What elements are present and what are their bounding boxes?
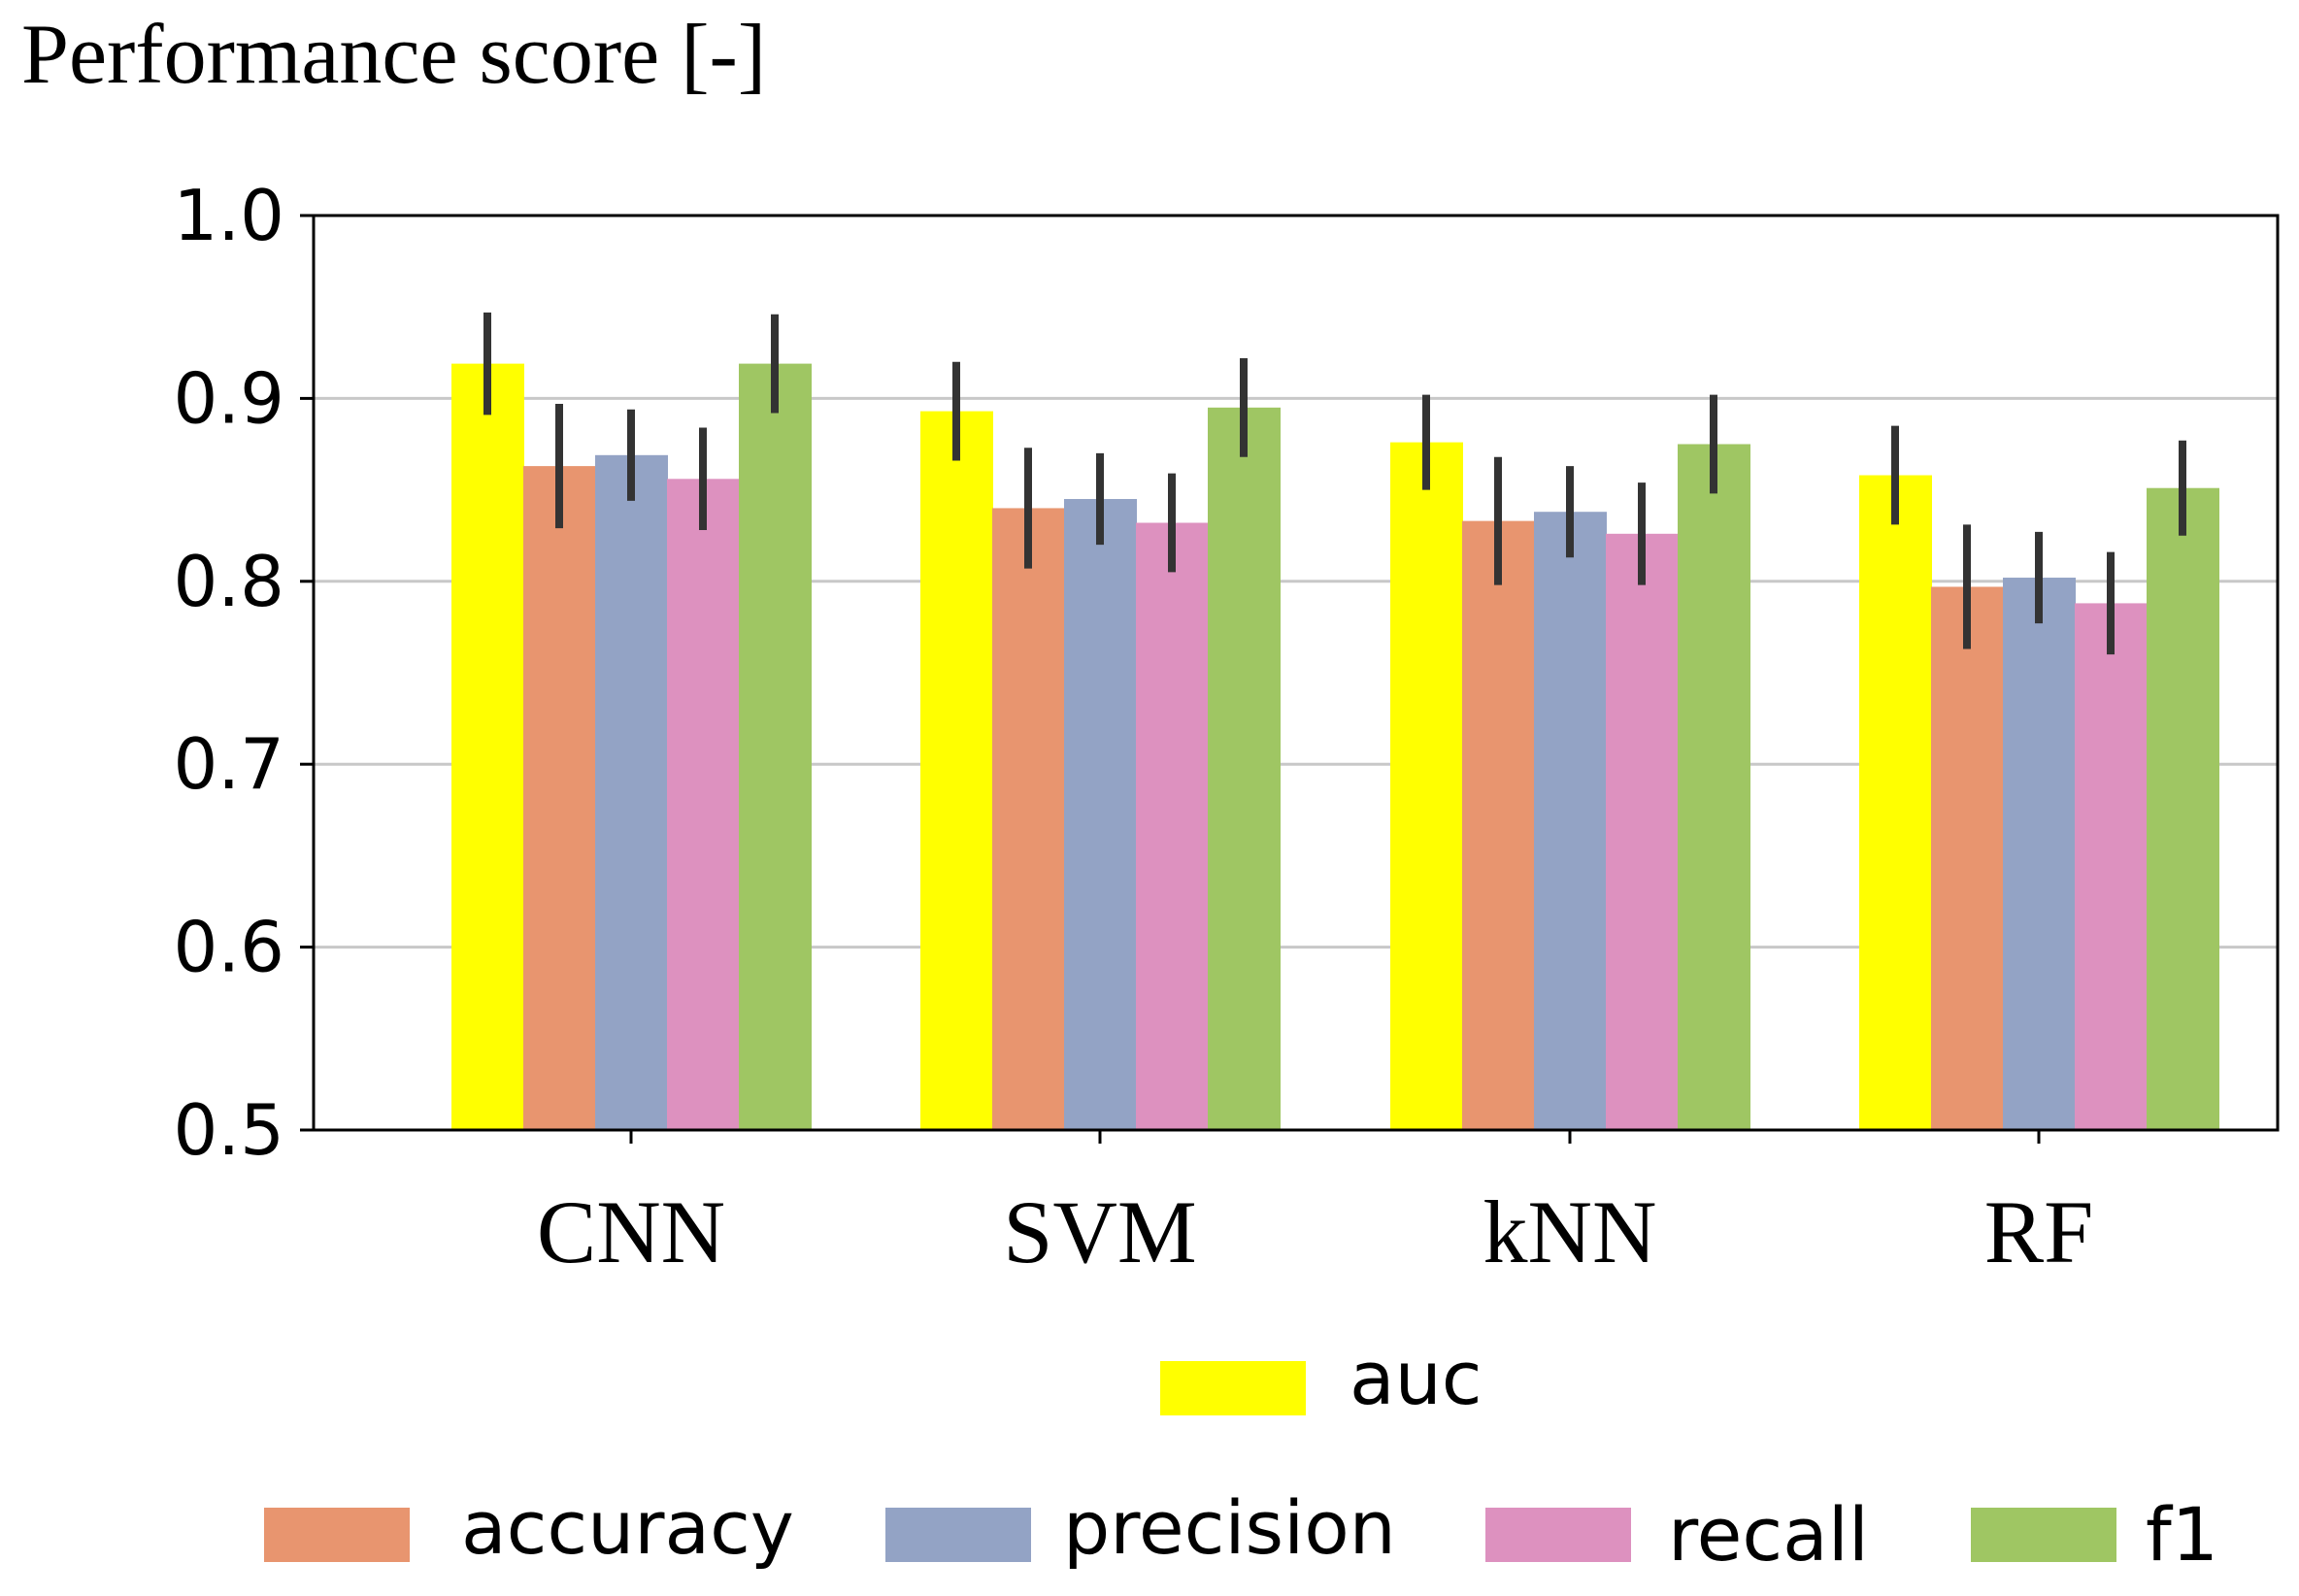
bar-accuracy: [523, 466, 596, 1130]
x-tick-label: kNN: [1483, 1182, 1657, 1281]
bar-f1: [1678, 444, 1750, 1130]
bar-recall: [667, 479, 740, 1130]
legend-label-accuracy: accuracy: [461, 1484, 794, 1571]
legend-swatch-precision: [885, 1508, 1031, 1562]
y-tick-label: 0.6: [173, 907, 284, 988]
legend-swatch-recall: [1485, 1508, 1631, 1562]
y-tick-label: 1.0: [173, 175, 284, 256]
bar-f1: [1208, 407, 1281, 1130]
bar-auc: [1859, 475, 1932, 1130]
bar-auc: [1390, 442, 1463, 1131]
chart-title: Performance score [-]: [21, 8, 766, 102]
bar-accuracy: [1462, 520, 1535, 1130]
x-tick-label: RF: [1984, 1182, 2094, 1281]
bar-recall: [2075, 603, 2148, 1130]
bar-f1: [739, 363, 812, 1130]
y-tick-label: 0.8: [173, 541, 284, 622]
legend: auc accuracy precision recall f1: [264, 1335, 2218, 1578]
legend-label-auc: auc: [1349, 1335, 1483, 1421]
y-tick-label: 0.9: [173, 357, 284, 439]
bar-precision: [1064, 499, 1137, 1130]
y-tick-label: 0.5: [173, 1089, 284, 1171]
bar-auc: [920, 411, 993, 1130]
bar-precision: [1534, 512, 1607, 1130]
x-tick-label: SVM: [1003, 1182, 1196, 1281]
bar-precision: [595, 454, 668, 1131]
bar-recall: [1136, 522, 1209, 1130]
bar-auc: [451, 363, 524, 1130]
legend-swatch-auc: [1160, 1361, 1306, 1415]
bar-f1: [2147, 487, 2219, 1130]
bar-accuracy: [992, 508, 1065, 1130]
bar-accuracy: [1931, 586, 2004, 1130]
y-tick-label: 0.7: [173, 723, 284, 805]
bars: [451, 363, 2219, 1131]
legend-label-f1: f1: [2146, 1491, 2218, 1578]
axes: 0.5 0.6 0.7 0.8 0.9 1.0 CNN SVM kNN RF: [173, 175, 2093, 1281]
legend-label-precision: precision: [1063, 1484, 1396, 1571]
x-tick-label: CNN: [537, 1182, 725, 1281]
bar-precision: [2003, 578, 2076, 1130]
legend-label-recall: recall: [1668, 1491, 1869, 1578]
legend-swatch-f1: [1971, 1508, 2116, 1562]
bar-recall: [1606, 533, 1679, 1130]
plot-frame: [312, 214, 2280, 1132]
legend-swatch-accuracy: [264, 1508, 410, 1562]
error-bars: [483, 312, 2186, 655]
